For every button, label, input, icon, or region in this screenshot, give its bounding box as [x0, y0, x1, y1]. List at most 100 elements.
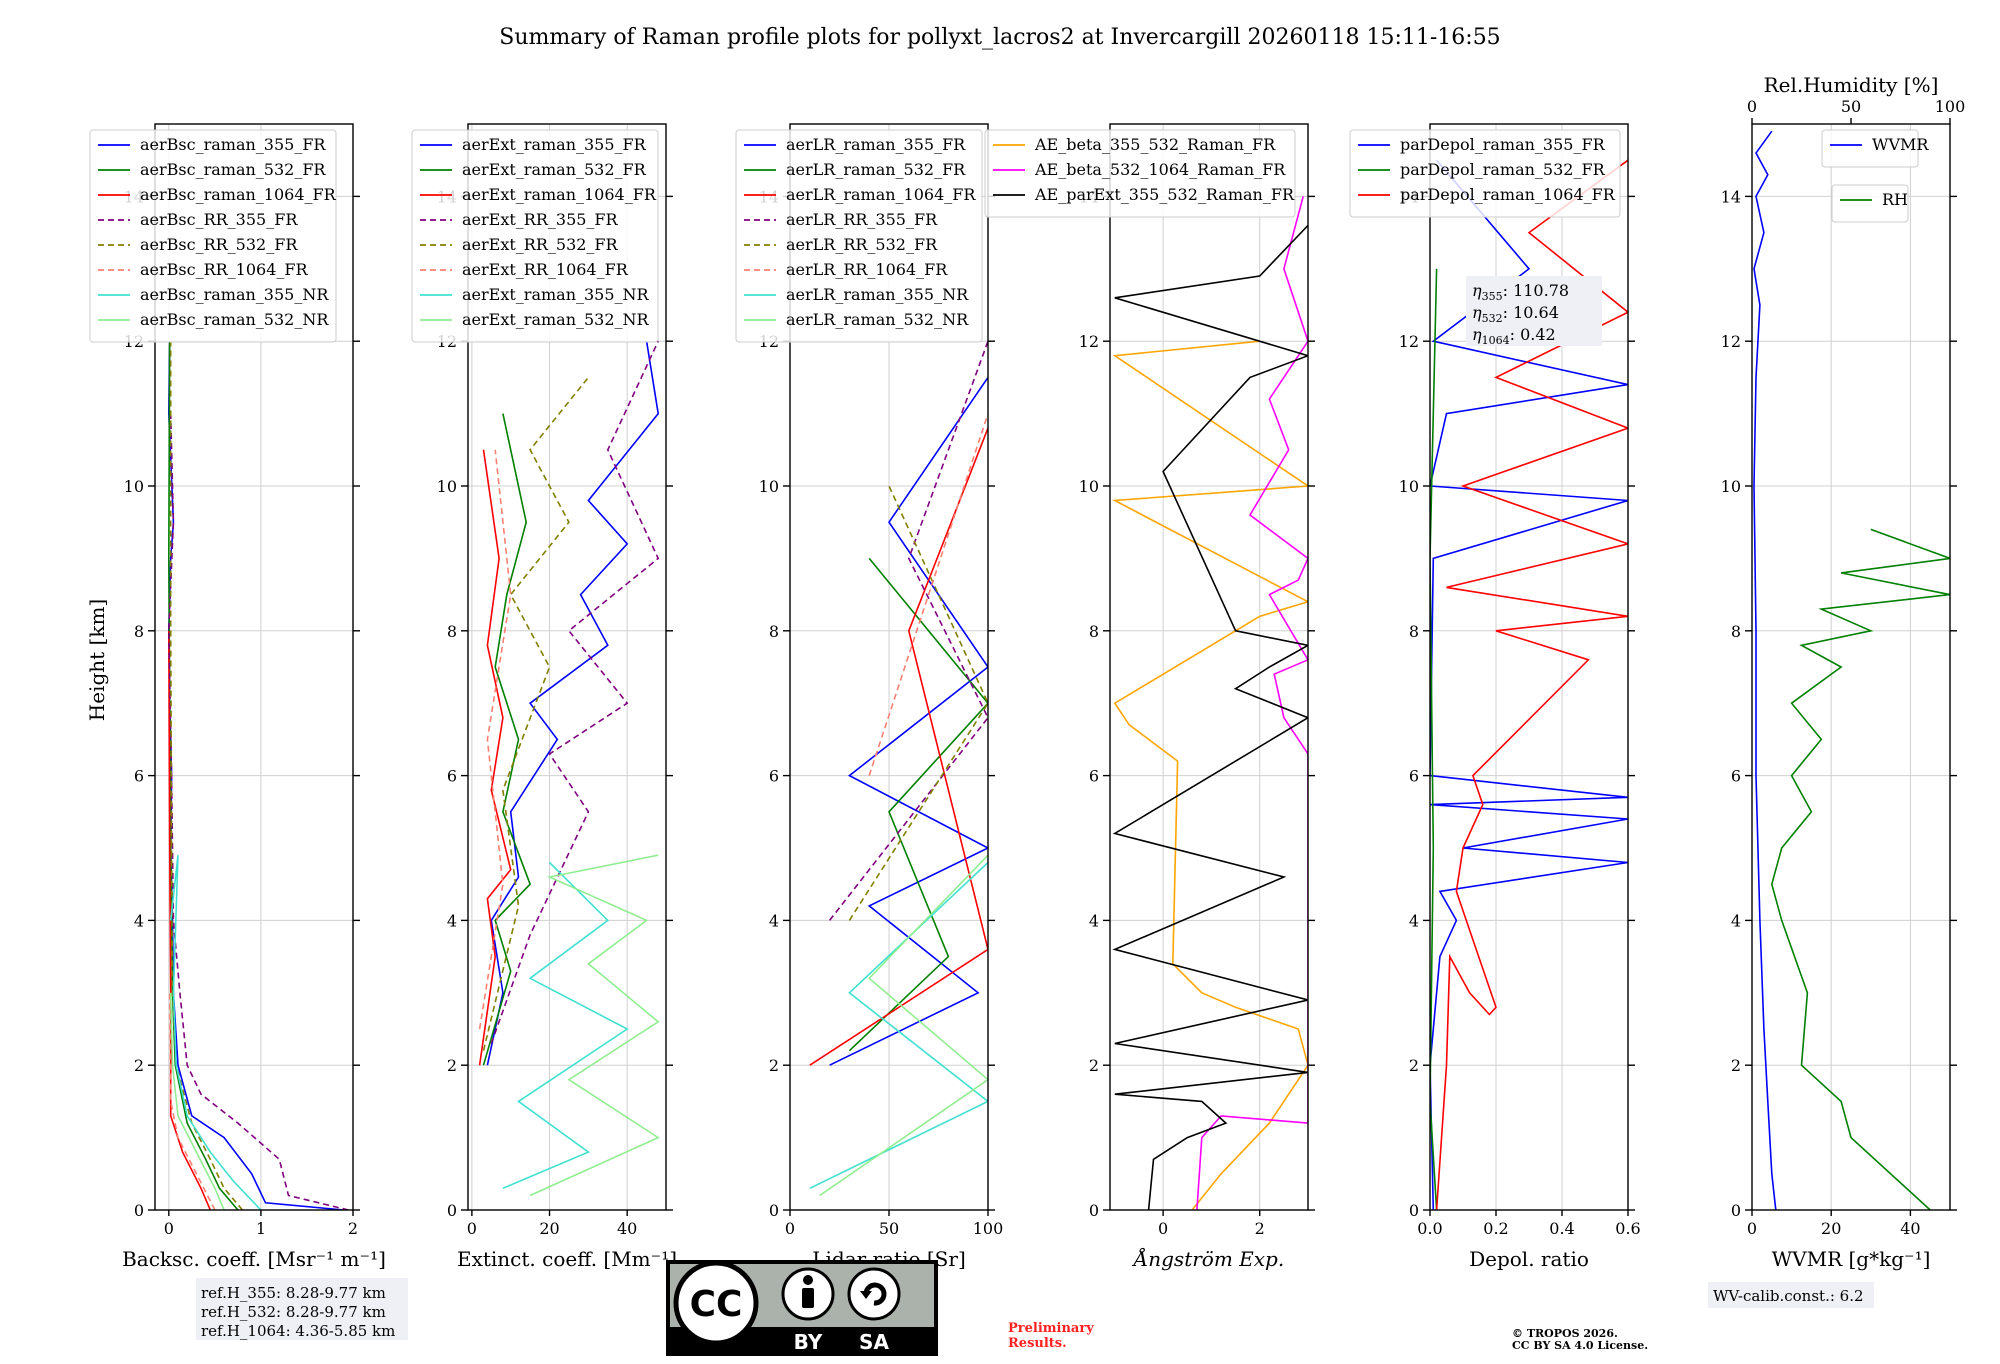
- legend-entry: parDepol_raman_1064_FR: [1400, 185, 1616, 204]
- y-tick-label: 4: [1731, 911, 1741, 930]
- y-tick-label: 8: [447, 622, 457, 641]
- y-tick-label: 0: [447, 1201, 457, 1220]
- y-tick-label: 6: [1089, 767, 1099, 786]
- legend-entry: aerExt_raman_532_FR: [462, 160, 647, 179]
- copyright-line1: © TROPOS 2026.: [1512, 1327, 1618, 1340]
- series-aerExt_raman_355_NR: [502, 861, 629, 1190]
- x-axis-label: Ångström Exp.: [1132, 1246, 1284, 1271]
- series-aerBsc_RR_355_FR: [167, 413, 349, 1210]
- legend-entry: aerLR_raman_532_FR: [786, 160, 966, 179]
- x-axis-label: Extinct. coeff. [Mm⁻¹]: [457, 1247, 677, 1271]
- y-tick-label: 8: [1089, 622, 1099, 641]
- x-tick-label: 0.2: [1483, 1219, 1508, 1238]
- preliminary-results: Preliminary Results.: [1008, 1321, 1094, 1351]
- panel-wv: 0 2 4 6 8 10 12 14 0 20 40 WVMR [g*kg⁻¹] 0 50 100Rel.H…: [1721, 73, 1966, 1271]
- y-tick-label: 6: [134, 767, 144, 786]
- x-tick-label: 0: [1747, 1219, 1757, 1238]
- y-tick-label: 6: [1409, 767, 1419, 786]
- series-AE_beta_532_1064_Raman_FR: [1196, 196, 1308, 1210]
- y-tick-label: 2: [1731, 1056, 1741, 1075]
- panel-lr: 02468101214050100Lidar ratio [Sr]aerLR_r…: [735, 123, 1004, 1271]
- x-tick-label: 100: [973, 1219, 1004, 1238]
- top-x-tick-label: 0: [1747, 97, 1757, 116]
- y-tick-label: 8: [1409, 622, 1419, 641]
- y-tick-label: 2: [447, 1056, 457, 1075]
- legend-entry: aerLR_RR_532_FR: [786, 235, 938, 254]
- axes-frame: [1109, 123, 1309, 1211]
- y-tick-label: 0: [1409, 1201, 1419, 1220]
- series-aerExt_raman_532_FR: [482, 413, 532, 1066]
- panel-ae: 0246810121402Ångström Exp.AE_beta_355_53…: [984, 123, 1315, 1271]
- y-axis-label: Height [km]: [85, 599, 109, 721]
- legend-ext: aerExt_raman_355_FR aerExt_raman_532_FRae…: [411, 129, 659, 343]
- legend-entry: aerExt_RR_1064_FR: [462, 260, 629, 279]
- series-aerExt_raman_532_NR: [529, 854, 660, 1197]
- legend-lr: aerLR_raman_355_FR aerLR_raman_532_FR aerL…: [735, 129, 983, 343]
- figure-title: Summary of Raman profile plots for polly…: [499, 25, 1500, 50]
- top-x-tick-label: 100: [1935, 97, 1966, 116]
- ref-h-532: ref.H_532: 8.28-9.77 km: [201, 1303, 386, 1321]
- y-tick-label: 4: [769, 911, 779, 930]
- legend-frame: [1349, 129, 1621, 218]
- y-tick-label: 2: [1409, 1056, 1419, 1075]
- y-tick-label: 2: [769, 1056, 779, 1075]
- legend-entry: aerExt_raman_532_NR: [462, 310, 650, 329]
- legend-frame: [984, 129, 1296, 218]
- series-RH: [1770, 528, 1950, 1210]
- legend-frame: [89, 129, 337, 343]
- wv-calib-const: WV-calib.const.: 6.2: [1713, 1287, 1864, 1305]
- y-tick-label: 6: [769, 767, 779, 786]
- legend-frame: [1831, 184, 1909, 223]
- axes-frame: [467, 123, 667, 1211]
- legend-entry: aerBsc_raman_532_FR: [140, 160, 326, 179]
- x-tick-label: 0: [467, 1219, 477, 1238]
- sa-text: SA: [859, 1330, 889, 1354]
- series-WVMR: [1753, 130, 1777, 1210]
- eta-box: [1466, 276, 1602, 346]
- x-axis-label: WVMR [g*kg⁻¹]: [1772, 1247, 1931, 1271]
- axes-frame: [1751, 123, 1951, 1211]
- legend-ae: AE_beta_355_532_Raman_FR AE_beta_532_1064…: [984, 129, 1296, 218]
- legend-entry: parDepol_raman_355_FR: [1400, 135, 1606, 154]
- series-aerBsc_raman_355_NR: [169, 855, 262, 1210]
- y-tick-label: 14: [1721, 187, 1741, 206]
- x-tick-label: 0: [164, 1219, 174, 1238]
- axes-frame: [154, 123, 354, 1211]
- x-tick-label: 2: [1255, 1219, 1265, 1238]
- legend-entry: aerLR_raman_532_NR: [786, 310, 969, 329]
- y-tick-label: 0: [1731, 1201, 1741, 1220]
- x-tick-label: 0.4: [1549, 1219, 1574, 1238]
- series-aerLR_raman_532_FR: [848, 557, 988, 1052]
- series-parDepol_raman_532_FR: [1430, 268, 1438, 1210]
- legend-entry: AE_beta_355_532_Raman_FR: [1034, 135, 1276, 154]
- x-tick-label: 20: [539, 1219, 559, 1238]
- x-tick-label: 0.0: [1417, 1219, 1442, 1238]
- eta-1064: η1064: 0.42: [1472, 325, 1556, 347]
- legend-entry: parDepol_raman_532_FR: [1400, 160, 1606, 179]
- legend-entry: aerExt_raman_355_FR: [462, 135, 647, 154]
- legend-entry: aerLR_RR_1064_FR: [786, 260, 948, 279]
- legend-entry: AE_beta_532_1064_Raman_FR: [1034, 160, 1286, 179]
- series-aerLR_raman_355_FR: [829, 376, 988, 1066]
- legend-entry: aerExt_RR_532_FR: [462, 235, 619, 254]
- series-aerLR_RR_532_FR: [848, 485, 988, 921]
- x-tick-label: 2: [348, 1219, 358, 1238]
- eta-355: η355: 110.78: [1472, 281, 1569, 303]
- y-tick-label: 0: [769, 1201, 779, 1220]
- x-tick-label: 0.6: [1615, 1219, 1640, 1238]
- legend-wv-0: WVMR: [1821, 129, 1929, 168]
- y-tick-label: 2: [134, 1056, 144, 1075]
- legend-entry: aerBsc_raman_532_NR: [140, 310, 329, 329]
- x-axis-label: Backsc. coeff. [Msr⁻¹ m⁻¹]: [122, 1247, 386, 1271]
- y-tick-label: 10: [1721, 477, 1741, 496]
- legend-wv-1: RH: [1831, 184, 1909, 223]
- legend-entry: aerBsc_RR_532_FR: [140, 235, 298, 254]
- ref-h-355: ref.H_355: 8.28-9.77 km: [201, 1284, 386, 1302]
- legend-entry: aerBsc_raman_1064_FR: [140, 185, 337, 204]
- panel-bsc: 02468101214012Backsc. coeff. [Msr⁻¹ m⁻¹]…: [89, 123, 386, 1271]
- legend-entry: aerBsc_raman_355_FR: [140, 135, 326, 154]
- series-aerExt_RR_1064_FR: [478, 449, 512, 1030]
- series-aerLR_raman_1064_FR: [809, 427, 988, 1066]
